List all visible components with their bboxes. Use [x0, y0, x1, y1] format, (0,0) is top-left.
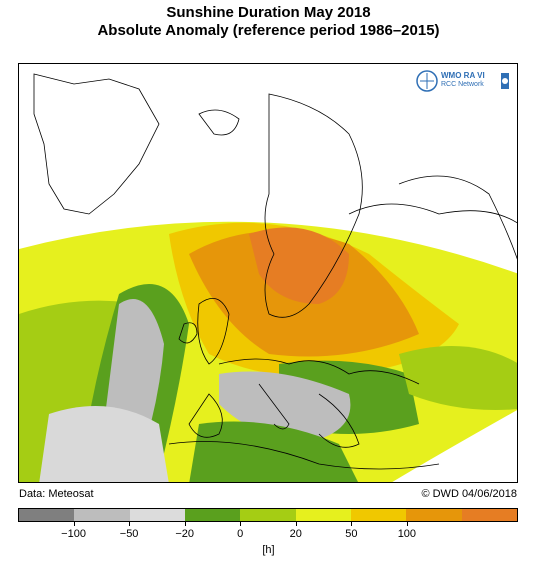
colorbar-tick-label: −100: [61, 528, 86, 540]
anomaly-map: WMO RA VI RCC Network: [18, 63, 518, 483]
colorbar-tick: [129, 522, 131, 526]
coastline: [188, 393, 223, 438]
colorbar-tick: [406, 522, 408, 526]
colorbar-segment: [74, 509, 130, 521]
anomaly-field: [19, 221, 517, 482]
colorbar-tick: [73, 522, 75, 526]
map-title: Sunshine Duration May 2018: [166, 4, 371, 21]
coastline: [318, 393, 360, 448]
colorbar-tick-label: −20: [175, 528, 194, 540]
data-source-credit: Data: Meteosat: [19, 488, 94, 500]
logo-text-top: WMO RA VI: [441, 71, 485, 80]
colorbar-tick: [240, 522, 242, 526]
coastline: [264, 93, 363, 318]
coastline: [218, 358, 420, 385]
map-subtitle: Absolute Anomaly (reference period 1986–…: [97, 22, 440, 39]
coastline: [198, 109, 240, 136]
colorbar-tick: [184, 522, 186, 526]
coastline: [178, 322, 198, 344]
colorbar-tick-label: 0: [237, 528, 244, 540]
colorbar-tick-label: −50: [119, 528, 139, 540]
colorbar-tick-label: 50: [345, 528, 358, 540]
colorbar-segment: [461, 509, 517, 521]
coastline: [33, 73, 160, 215]
colorbar-tick-label: 100: [397, 528, 417, 540]
map-canvas: [19, 73, 517, 482]
coastline: [348, 203, 517, 224]
colorbar-segment: [350, 509, 407, 521]
copyright-credit: © DWD 04/06/2018: [421, 488, 517, 500]
wmo-emblem-icon: [416, 70, 509, 92]
field-sw-grey: [39, 406, 169, 482]
coastline: [258, 383, 290, 430]
colorbar-segment: [184, 509, 241, 521]
colorbar-tick-label: 20: [289, 528, 302, 540]
colorbar-segment: [129, 509, 185, 521]
colorbar-tick: [295, 522, 297, 526]
wmo-logo: WMO RA VI RCC Network: [415, 68, 511, 94]
field-east-green: [399, 346, 517, 410]
colorbar-tick: [351, 522, 353, 526]
colorbar-segment: [295, 509, 351, 521]
coastline: [197, 297, 230, 365]
coastline: [168, 441, 440, 470]
coastlines: [33, 73, 517, 470]
colorbar-segment: [240, 509, 296, 521]
colorbar-segment: [19, 509, 75, 521]
logo-text-bottom: RCC Network: [441, 81, 484, 88]
colorbar-segment: [406, 509, 462, 521]
coastline: [398, 175, 517, 260]
colorbar: [18, 508, 518, 522]
colorbar-unit: [h]: [262, 544, 275, 556]
field-scandinavia: [249, 227, 349, 304]
field-north-africa: [189, 421, 358, 482]
